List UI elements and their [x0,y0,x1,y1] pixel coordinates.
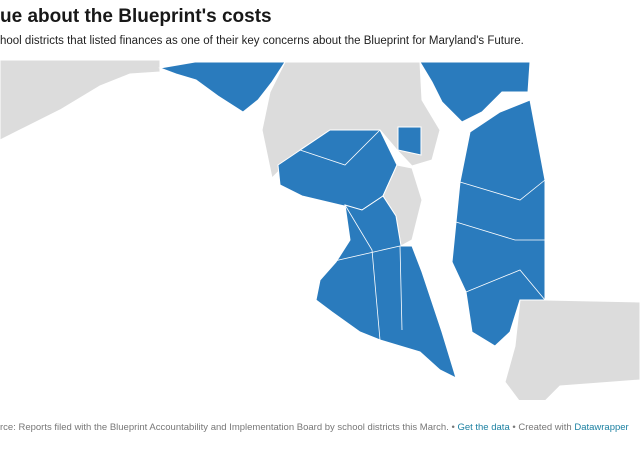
county [504,299,640,400]
footer: rce: Reports filed with the Blueprint Ac… [0,422,629,433]
county [0,59,161,141]
get-data-link[interactable]: Get the data [457,422,510,433]
county [451,99,546,347]
county-line [459,179,546,201]
created-with: Created with [518,422,572,433]
county-line [465,269,546,301]
subtitle: hool districts that listed finances as o… [0,35,524,47]
separator: • [512,422,516,433]
county-line [299,129,381,166]
source: rce: Reports filed with the Blueprint Ac… [0,422,449,433]
credit-link[interactable]: Datawrapper [574,422,629,433]
county [315,195,457,379]
county-line [344,204,381,341]
county [397,126,422,156]
county [419,61,531,123]
county [158,61,286,113]
title: ue about the Blueprint's costs [0,6,272,27]
separator: • [451,422,455,433]
county-line [329,245,403,331]
county-line [455,221,545,241]
county [261,61,441,180]
map [0,59,640,400]
